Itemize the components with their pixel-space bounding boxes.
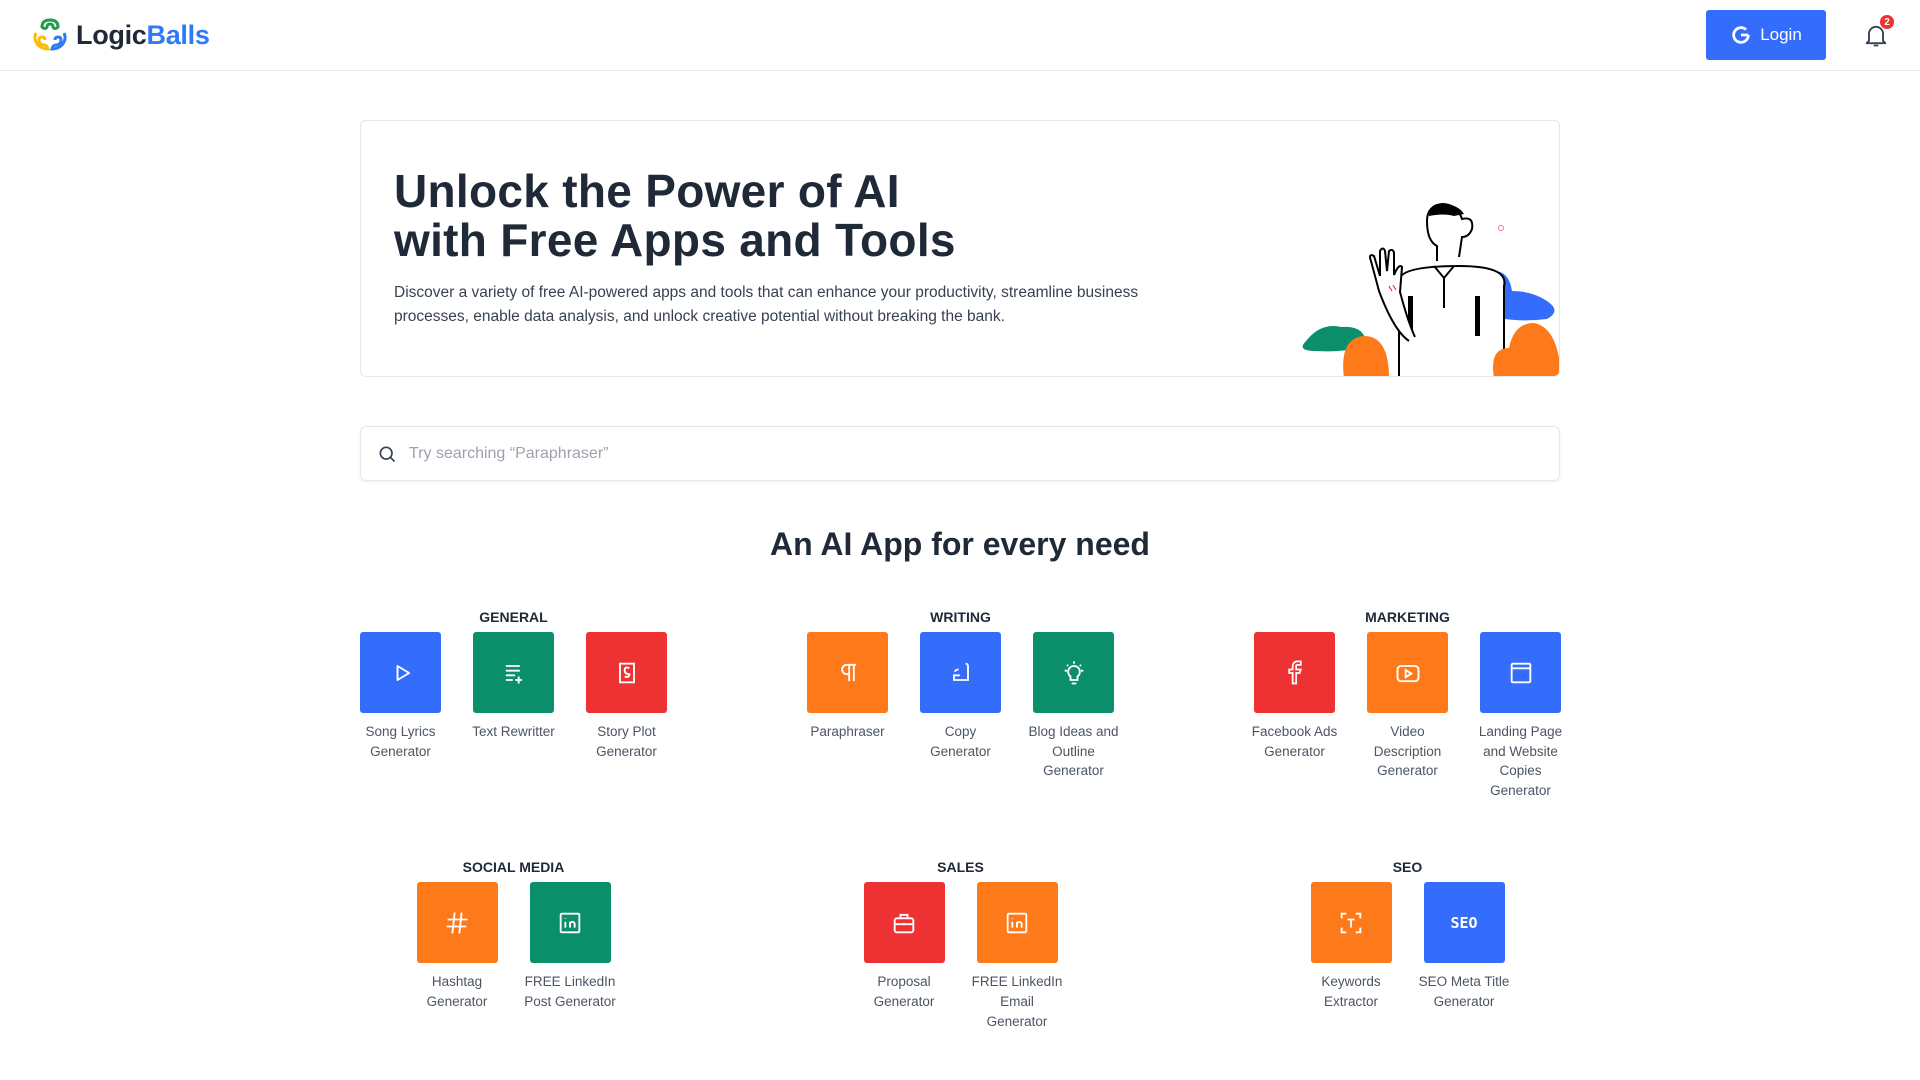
app-tile[interactable]: [586, 632, 667, 713]
facebook-icon: [1287, 659, 1302, 684]
app-label: Video Description Generator: [1373, 724, 1442, 779]
app-card[interactable]: Copy Generator: [920, 632, 1001, 781]
app-card[interactable]: Video Description Generator: [1367, 632, 1448, 800]
app-label: Blog Ideas and Outline Generator: [1028, 724, 1119, 779]
hero-title-line2: with Free Apps and Tools: [394, 214, 956, 266]
app-label: FREE LinkedIn Post Generator: [524, 974, 616, 1009]
app-card[interactable]: FREE LinkedIn Post Generator: [524, 882, 616, 1011]
app-label: FREE LinkedIn Email Generator: [971, 974, 1063, 1029]
pilcrow-icon: [840, 663, 856, 681]
app-categories: GENERAL Song Lyrics Generator Text Rewritt…: [360, 608, 1562, 1031]
app-card[interactable]: Song Lyrics Generator: [360, 632, 441, 761]
brand-name-logic: Logic: [76, 19, 147, 50]
google-g-icon: [1732, 26, 1750, 44]
app-label: Copy Generator: [930, 724, 991, 759]
category-title: GENERAL: [479, 609, 548, 625]
app-tile[interactable]: [976, 882, 1058, 964]
app-card[interactable]: Keywords Extractor: [1310, 882, 1392, 1011]
app-label: Story Plot Generator: [596, 724, 657, 759]
app-card[interactable]: Hashtag Generator: [416, 882, 498, 1011]
category-title: SALES: [937, 859, 984, 876]
section-title: An AI App for every need: [770, 526, 1150, 562]
app-tile[interactable]: [529, 882, 611, 964]
app-label: Keywords Extractor: [1321, 974, 1381, 1009]
app-tile[interactable]: [1033, 632, 1114, 713]
category-title: MARKETING: [1365, 609, 1450, 625]
seo-icon: SEO: [1450, 913, 1478, 932]
logo[interactable]: LogicBalls: [32, 17, 210, 53]
app-label: Facebook Ads Generator: [1251, 724, 1338, 759]
app-tile[interactable]: [863, 882, 945, 964]
logicballs-logo-icon: [33, 18, 67, 51]
app-tile[interactable]: [360, 632, 441, 713]
category-title: WRITING: [930, 609, 991, 625]
top-header: LogicBalls Login 2: [0, 0, 1920, 71]
waving-man-illustration: [1302, 202, 1559, 376]
app-tile[interactable]: [1367, 632, 1448, 713]
signature-pen-icon: [952, 662, 969, 681]
category-title: SEO: [1392, 859, 1423, 876]
app-card[interactable]: FREE LinkedIn Email Generator: [972, 882, 1062, 1031]
app-card[interactable]: Facebook Ads Generator: [1252, 632, 1337, 800]
hero-banner: Unlock the Power of AI with Free Apps and…: [360, 120, 1560, 377]
category-seo: SEO Keywords Extractor SEO SEO Meta Title G…: [1254, 858, 1561, 1031]
notification-badge: 2: [1880, 15, 1894, 29]
app-label: Paraphraser: [810, 724, 885, 739]
hashtag-icon: [446, 912, 468, 934]
bell-icon: [1865, 25, 1887, 47]
app-label: Hashtag Generator: [426, 974, 488, 1009]
category-general: GENERAL Song Lyrics Generator Text Rewritt…: [360, 608, 667, 800]
app-label: Text Rewritter: [472, 724, 555, 739]
category-sales: SALES Proposal Generator FREE LinkedIn Ema…: [807, 858, 1114, 1031]
app-card[interactable]: SEO SEO Meta Title Generator: [1419, 882, 1509, 1011]
login-label: Login: [1760, 25, 1802, 44]
text-scan-icon: [1340, 912, 1362, 934]
play-icon: [396, 664, 410, 681]
app-card[interactable]: Landing Page and Website Copies Generato…: [1479, 632, 1562, 800]
login-button[interactable]: Login: [1706, 10, 1826, 60]
hero-title-line1: Unlock the Power of AI: [394, 165, 900, 217]
app-label: Landing Page and Website Copies Generato…: [1478, 724, 1563, 798]
category-writing: WRITING Paraphraser Copy Generator Blog Ide…: [807, 608, 1119, 800]
linkedin-icon: [1006, 912, 1028, 934]
app-label: Proposal Generator: [873, 974, 935, 1009]
hero-description: Discover a variety of free AI-powered ap…: [394, 284, 1139, 325]
app-card[interactable]: Paraphraser: [807, 632, 888, 781]
app-card[interactable]: Blog Ideas and Outline Generator: [1028, 632, 1119, 781]
story-book-icon: [618, 662, 635, 683]
category-marketing: MARKETING Facebook Ads Generator Video Des…: [1252, 608, 1562, 800]
app-tile[interactable]: [1310, 882, 1392, 964]
browser-window-icon: [1510, 662, 1531, 683]
app-tile[interactable]: SEO: [1423, 882, 1505, 964]
app-card[interactable]: Story Plot Generator: [586, 632, 667, 761]
list-plus-icon: [505, 664, 522, 683]
app-tile[interactable]: [920, 632, 1001, 713]
search-input[interactable]: [409, 444, 1509, 463]
category-social-media: SOCIAL MEDIA Hashtag Generator FREE Linked…: [360, 858, 667, 1031]
bulb-icon: [1064, 660, 1083, 684]
app-label: Song Lyrics Generator: [365, 724, 436, 759]
hero-title: Unlock the Power of AI with Free Apps and…: [394, 167, 956, 265]
search-icon: [379, 446, 396, 462]
search-bar[interactable]: [360, 426, 1560, 481]
notifications-button[interactable]: 2: [1862, 15, 1894, 49]
youtube-icon: [1396, 664, 1419, 682]
briefcase-icon: [893, 913, 915, 934]
category-title: SOCIAL MEDIA: [462, 859, 565, 876]
brand-name-balls: Balls: [146, 19, 210, 50]
app-tile[interactable]: [1254, 632, 1335, 713]
app-tile[interactable]: [416, 882, 498, 964]
app-tile[interactable]: [807, 632, 888, 713]
app-label: SEO Meta Title Generator: [1418, 974, 1510, 1009]
app-tile[interactable]: [1480, 632, 1561, 713]
app-card[interactable]: Text Rewritter: [472, 632, 555, 761]
app-tile[interactable]: [473, 632, 554, 713]
app-card[interactable]: Proposal Generator: [863, 882, 945, 1031]
linkedin-icon: [559, 912, 581, 934]
